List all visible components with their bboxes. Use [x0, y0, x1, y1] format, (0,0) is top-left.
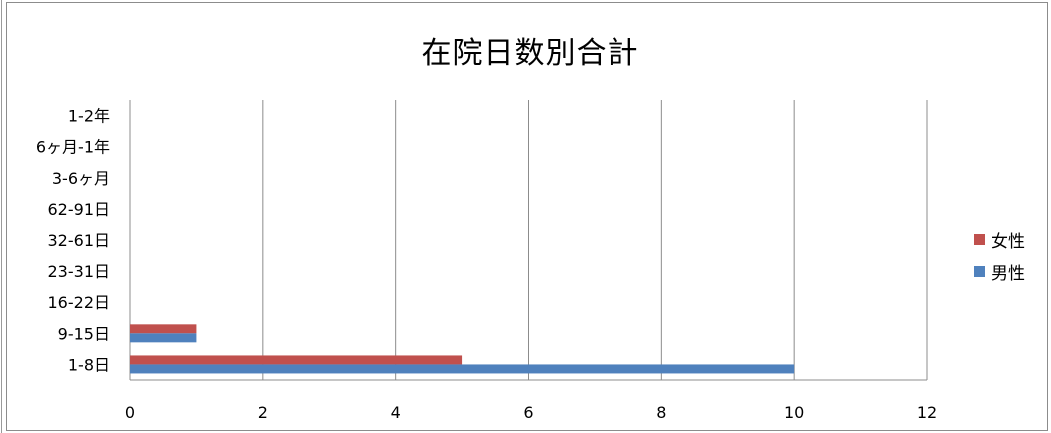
- y-tick-label-4: 32-61日: [48, 231, 111, 250]
- y-tick-label-2: 16-22日: [48, 293, 111, 312]
- legend-item-male: 男性: [974, 259, 1025, 284]
- bar-female-0: [130, 355, 463, 365]
- legend-label-female: 女性: [991, 231, 1025, 252]
- y-tick-label-0: 1-8日: [68, 355, 110, 374]
- legend-swatch-male: [974, 265, 985, 277]
- bar-male-1: [130, 333, 197, 343]
- y-tick-label-1: 9-15日: [58, 324, 110, 343]
- y-tick-label-8: 1-2年: [68, 107, 110, 126]
- bar-female-1: [130, 324, 197, 334]
- legend-label-male: 男性: [991, 263, 1025, 284]
- y-tick-label-3: 23-31日: [48, 262, 111, 281]
- y-tick-label-7: 6ヶ月-1年: [36, 138, 110, 157]
- x-tick-label-0: 0: [125, 403, 135, 422]
- chart-title: 在院日数別合計: [421, 36, 639, 71]
- bar-male-0: [130, 364, 795, 374]
- outer-border-line: [1, 0, 2, 433]
- y-tick-label-6: 3-6ヶ月: [52, 169, 110, 188]
- x-tick-label-6: 12: [917, 403, 937, 422]
- y-tick-label-5: 62-91日: [48, 200, 111, 219]
- x-tick-label-5: 10: [784, 403, 804, 422]
- x-tick-label-4: 8: [656, 403, 666, 422]
- x-tick-label-1: 2: [258, 403, 268, 422]
- x-tick-label-2: 4: [391, 403, 401, 422]
- x-tick-label-3: 6: [523, 403, 533, 422]
- legend-swatch-female: [974, 233, 985, 245]
- legend: 女性 男性: [974, 227, 1025, 291]
- legend-item-female: 女性: [974, 227, 1025, 252]
